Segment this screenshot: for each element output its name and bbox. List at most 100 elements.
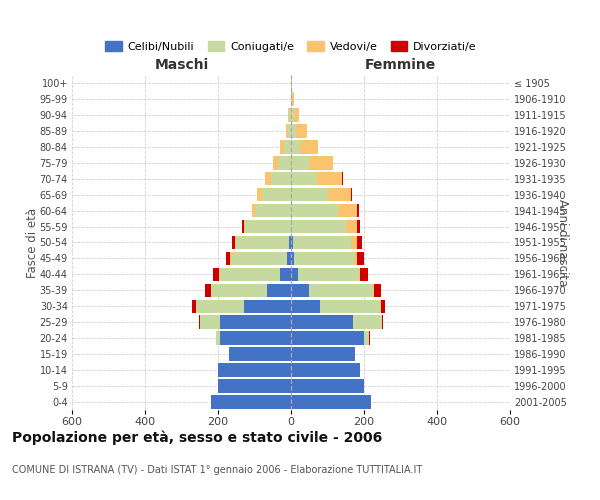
- Bar: [213, 268, 220, 281]
- Bar: [196, 300, 244, 313]
- Bar: [226, 252, 230, 265]
- Bar: [374, 284, 381, 297]
- Bar: [320, 300, 380, 313]
- Bar: [230, 252, 231, 265]
- Text: Anni di nascita: Anni di nascita: [556, 199, 569, 286]
- Bar: [309, 156, 333, 170]
- Bar: [218, 364, 291, 377]
- Bar: [296, 124, 307, 138]
- Bar: [232, 236, 235, 250]
- Bar: [284, 140, 291, 153]
- Bar: [286, 124, 288, 138]
- Legend: Celibi/Nubili, Coniugati/e, Vedovi/e, Divorziati/e: Celibi/Nubili, Coniugati/e, Vedovi/e, Di…: [101, 37, 481, 56]
- Bar: [328, 188, 351, 202]
- Bar: [289, 108, 291, 122]
- Bar: [199, 316, 200, 329]
- Bar: [353, 316, 382, 329]
- Bar: [291, 364, 361, 377]
- Bar: [291, 300, 320, 313]
- Bar: [245, 220, 291, 234]
- Bar: [280, 140, 284, 153]
- Bar: [216, 332, 220, 345]
- Bar: [220, 268, 280, 281]
- Bar: [211, 395, 291, 409]
- Bar: [244, 300, 291, 313]
- Bar: [211, 284, 267, 297]
- Bar: [218, 380, 291, 393]
- Bar: [291, 236, 293, 250]
- Bar: [291, 204, 338, 218]
- Bar: [271, 172, 291, 186]
- Bar: [291, 284, 309, 297]
- Bar: [254, 204, 291, 218]
- Bar: [267, 284, 291, 297]
- Bar: [242, 220, 244, 234]
- Bar: [193, 300, 196, 313]
- Text: Fasce di età: Fasce di età: [26, 208, 39, 278]
- Text: Maschi: Maschi: [154, 58, 209, 72]
- Bar: [291, 156, 309, 170]
- Bar: [291, 76, 292, 90]
- Bar: [293, 236, 351, 250]
- Bar: [291, 92, 292, 106]
- Bar: [291, 395, 371, 409]
- Bar: [291, 140, 300, 153]
- Text: COMUNE DI ISTRANA (TV) - Dati ISTAT 1° gennaio 2006 - Elaborazione TUTTITALIA.IT: COMUNE DI ISTRANA (TV) - Dati ISTAT 1° g…: [12, 465, 422, 475]
- Bar: [351, 236, 357, 250]
- Bar: [231, 252, 287, 265]
- Bar: [356, 220, 361, 234]
- Bar: [361, 268, 368, 281]
- Bar: [251, 204, 254, 218]
- Bar: [291, 172, 317, 186]
- Bar: [278, 156, 291, 170]
- Bar: [291, 348, 355, 361]
- Bar: [244, 220, 245, 234]
- Bar: [309, 284, 373, 297]
- Bar: [359, 268, 361, 281]
- Bar: [291, 252, 294, 265]
- Text: Popolazione per età, sesso e stato civile - 2006: Popolazione per età, sesso e stato civil…: [12, 430, 382, 445]
- Bar: [291, 316, 353, 329]
- Bar: [373, 284, 374, 297]
- Bar: [291, 220, 346, 234]
- Bar: [292, 92, 293, 106]
- Bar: [291, 108, 294, 122]
- Bar: [291, 332, 364, 345]
- Bar: [291, 188, 328, 202]
- Bar: [220, 316, 291, 329]
- Bar: [262, 188, 291, 202]
- Bar: [298, 268, 359, 281]
- Bar: [364, 332, 370, 345]
- Bar: [257, 188, 262, 202]
- Bar: [273, 156, 278, 170]
- Text: Femmine: Femmine: [365, 58, 436, 72]
- Bar: [317, 172, 342, 186]
- Bar: [338, 204, 356, 218]
- Bar: [220, 332, 291, 345]
- Bar: [291, 124, 296, 138]
- Bar: [200, 316, 220, 329]
- Bar: [300, 140, 319, 153]
- Bar: [356, 204, 359, 218]
- Bar: [357, 252, 364, 265]
- Bar: [280, 268, 291, 281]
- Bar: [346, 220, 356, 234]
- Bar: [294, 108, 299, 122]
- Bar: [342, 172, 343, 186]
- Bar: [236, 236, 289, 250]
- Bar: [294, 252, 354, 265]
- Bar: [229, 348, 291, 361]
- Bar: [205, 284, 211, 297]
- Bar: [291, 380, 364, 393]
- Bar: [356, 236, 362, 250]
- Bar: [291, 268, 298, 281]
- Bar: [289, 236, 291, 250]
- Bar: [288, 124, 291, 138]
- Bar: [287, 252, 291, 265]
- Bar: [381, 300, 385, 313]
- Bar: [351, 188, 352, 202]
- Bar: [354, 252, 357, 265]
- Bar: [382, 316, 383, 329]
- Bar: [265, 172, 271, 186]
- Bar: [235, 236, 236, 250]
